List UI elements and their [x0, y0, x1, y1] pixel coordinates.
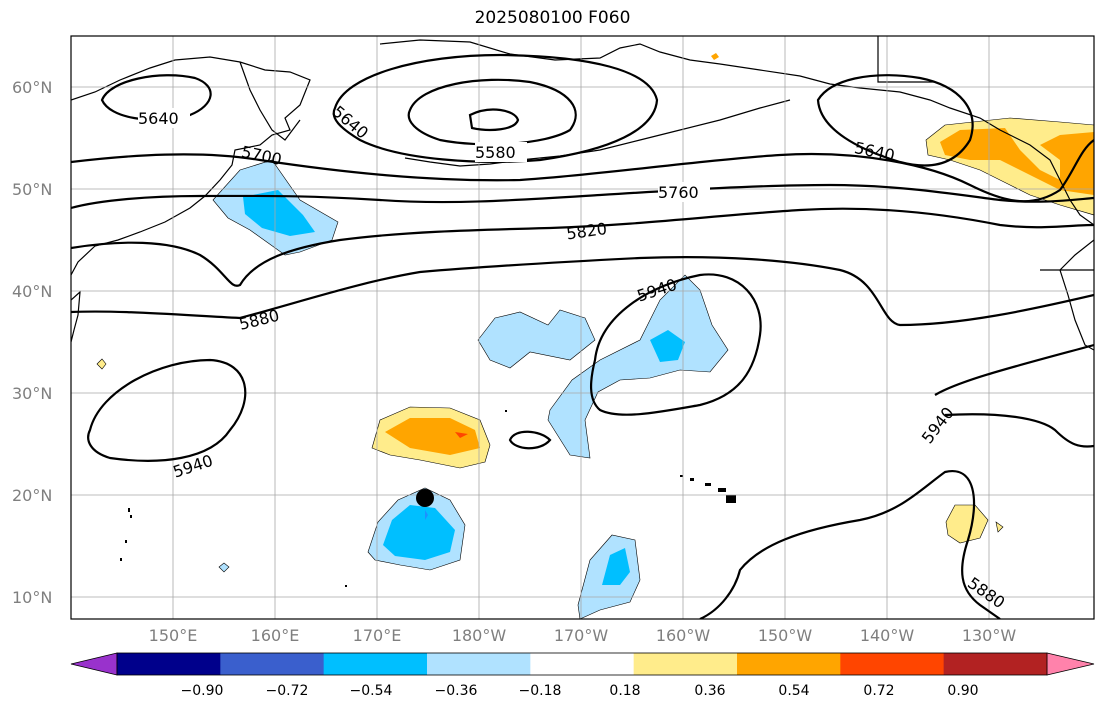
colorbar-tick: 0.54 [778, 683, 810, 699]
lon-label-150w: 150°W [757, 626, 813, 645]
shade-blue-2 [650, 330, 685, 362]
contour-5640-mid [332, 53, 659, 163]
lon-label-150e: 150°E [148, 626, 198, 645]
storm-center-marker [416, 489, 434, 507]
colorbar-segment [323, 653, 428, 675]
colorbar-high-extend [1046, 652, 1095, 676]
islands [120, 410, 736, 587]
contour-5940-east [934, 343, 1094, 448]
shade-blue-1 [243, 190, 315, 236]
shade-orange [385, 418, 480, 455]
colorbar-tick: −0.90 [180, 683, 224, 699]
coast-japan [71, 290, 81, 343]
colorbar-tick: 0.72 [863, 683, 895, 699]
shade-small-2 [96, 358, 107, 370]
colorbar-segment [943, 653, 1048, 675]
shade-blue-4 [602, 548, 630, 585]
shade-blue-3 [383, 505, 455, 560]
shade-small-1 [995, 521, 1004, 533]
contour-label: 5760 [658, 183, 699, 202]
lon-label-160e: 160°E [250, 626, 300, 645]
lat-label-60n: 60°N [12, 78, 53, 97]
colorbar-tick: 0.36 [694, 683, 726, 699]
storm-marker-spike [425, 510, 428, 520]
colorbar-segment [117, 653, 221, 675]
colorbar-segments [117, 653, 1048, 675]
map-area [71, 36, 1094, 619]
contour-5580-outer [407, 78, 577, 146]
contour-5880-south [699, 470, 1001, 619]
colorbar-tick: 0.90 [947, 683, 979, 699]
contour-5640-east [816, 74, 974, 167]
lat-label-20n: 20°N [12, 486, 53, 505]
lat-label-30n: 30°N [12, 384, 53, 403]
colorbar-frame [116, 652, 1048, 676]
shade-red [455, 432, 468, 438]
colorbar-low-extend [70, 652, 118, 676]
lon-label-180w: 180°W [451, 626, 507, 645]
colorbar-segment [530, 653, 635, 675]
colorbar-tick: −0.54 [349, 683, 393, 699]
height-contours [71, 53, 1094, 619]
coast-na-west [1059, 239, 1094, 351]
lon-label-140w: 140°W [859, 626, 915, 645]
contour-5820 [71, 207, 1094, 287]
contour-5760 [71, 183, 1094, 210]
coast-canada-border [877, 36, 1094, 271]
lon-label-170w: 170°W [553, 626, 609, 645]
contour-label: 5580 [475, 143, 516, 162]
colorbar-tick: 0.18 [609, 683, 641, 699]
shade-orange-2 [940, 128, 1094, 195]
contour-label: 5640 [138, 109, 179, 128]
contour-5580 [468, 108, 520, 131]
colorbar-tick: −0.18 [518, 683, 562, 699]
lat-label-40n: 40°N [12, 282, 53, 301]
colorbar [70, 652, 1095, 676]
map-title: 2025080100 F060 [474, 8, 631, 28]
lon-label-170e: 170°E [352, 626, 402, 645]
lat-label-10n: 10°N [12, 588, 53, 607]
colorbar-segment [840, 653, 945, 675]
colorbar-segment [427, 653, 531, 675]
contour-5940-center [590, 273, 762, 416]
gridlines [71, 36, 1094, 619]
lon-label-130w: 130°W [961, 626, 1017, 645]
shade-blue-light-2 [477, 309, 596, 369]
lon-label-160w: 160°W [655, 626, 711, 645]
colorbar-tick: −0.36 [434, 683, 478, 699]
colorbar-segment [220, 653, 325, 675]
contour-5640-west [100, 74, 212, 121]
contour-5940-west [87, 358, 247, 462]
lat-label-50n: 50°N [12, 180, 53, 199]
shade-orange-light-3 [945, 504, 989, 544]
coast-kamchatka [239, 61, 301, 141]
map-frame [70, 35, 1095, 620]
shade-small-4 [711, 53, 719, 60]
coast-asia [71, 56, 311, 276]
colorbar-segment [737, 653, 841, 675]
contour-5880-north [71, 256, 1094, 327]
colorbar-segment [633, 653, 738, 675]
colorbar-tick: −0.72 [265, 683, 309, 699]
coast-alaska [379, 39, 1094, 226]
shade-small-3 [218, 562, 230, 573]
contour-5940-small [508, 430, 552, 450]
